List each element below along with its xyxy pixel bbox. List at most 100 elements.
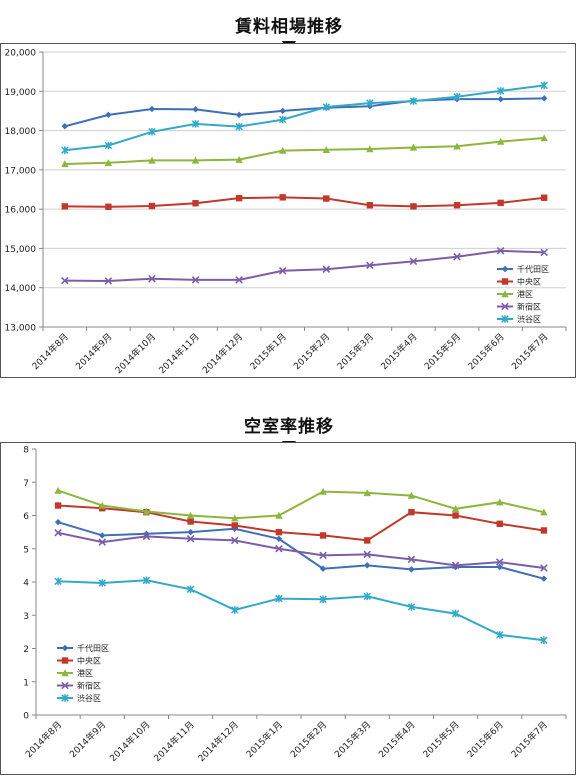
data-point xyxy=(61,146,69,155)
data-point xyxy=(278,115,287,124)
rent-chart-title: 賃料相場推移 xyxy=(235,17,343,37)
data-point xyxy=(98,538,107,546)
data-point xyxy=(279,107,286,115)
data-point xyxy=(61,203,68,210)
data-point xyxy=(142,576,151,585)
legend-marker xyxy=(501,315,509,323)
data-point xyxy=(496,87,505,95)
data-point xyxy=(148,127,156,136)
data-point xyxy=(409,257,418,266)
series-line xyxy=(64,196,545,208)
data-point xyxy=(319,595,327,604)
legend-marker xyxy=(61,644,69,652)
data-point xyxy=(363,489,371,497)
y-tick-label: 5 xyxy=(23,545,29,555)
data-point xyxy=(409,97,418,105)
data-point xyxy=(142,532,151,541)
data-point xyxy=(408,566,415,573)
data-point xyxy=(230,536,239,545)
legend-label: 中央区 xyxy=(517,277,541,287)
data-point xyxy=(322,103,331,111)
series-4 xyxy=(54,529,548,572)
series-line xyxy=(57,531,545,569)
legend-label: 新宿区 xyxy=(77,681,101,691)
data-point xyxy=(407,555,416,564)
data-point xyxy=(105,203,112,210)
data-point xyxy=(231,522,238,529)
data-point xyxy=(186,511,195,519)
data-point xyxy=(54,518,62,526)
data-point xyxy=(497,199,504,207)
legend-label: 新宿区 xyxy=(517,302,541,312)
y-tick-label: 15,000 xyxy=(5,245,37,255)
data-point xyxy=(451,505,460,513)
x-tick-label: 2014年8月 xyxy=(29,331,70,372)
data-point xyxy=(192,106,199,113)
legend-label: 中央区 xyxy=(77,656,101,666)
data-point xyxy=(61,276,69,285)
x-tick-label: 2015年1月 xyxy=(247,331,288,372)
series-line xyxy=(58,579,545,642)
vacancy-chart-title: 空室率推移 xyxy=(244,417,334,437)
y-tick-label: 2 xyxy=(23,645,29,655)
x-tick-label: 2015年5月 xyxy=(422,331,463,372)
data-point xyxy=(407,491,416,499)
data-point xyxy=(187,518,194,525)
vacancy-chart-panel: 0 1 2 3 4 5 6 7 8 2014年8月 2014年9月 2014年10月 2014年11月 2… xyxy=(0,442,576,775)
series-5 xyxy=(54,576,548,644)
data-point xyxy=(322,265,331,274)
legend-marker xyxy=(501,302,509,311)
x-tick-label: 2015年5月 xyxy=(420,719,461,760)
data-point xyxy=(496,520,503,528)
data-point xyxy=(142,507,151,515)
data-point xyxy=(54,529,62,537)
x-tick-label: 2015年4月 xyxy=(376,719,417,760)
legend-label: 渋谷区 xyxy=(77,693,101,703)
legend-label: 渋谷区 xyxy=(517,314,541,324)
series-line xyxy=(57,489,545,520)
data-point xyxy=(186,535,195,543)
data-point xyxy=(364,562,371,569)
y-tick-label: 16,000 xyxy=(5,206,37,216)
data-point xyxy=(541,194,548,201)
data-point xyxy=(148,105,156,113)
data-point xyxy=(275,544,283,553)
data-point xyxy=(323,195,330,202)
data-point xyxy=(364,537,371,544)
legend-marker xyxy=(61,657,69,664)
data-point xyxy=(54,486,62,494)
data-point xyxy=(453,202,461,209)
legend-label: 港区 xyxy=(517,289,533,299)
data-point xyxy=(453,142,461,150)
data-point xyxy=(319,487,327,495)
data-point xyxy=(278,267,287,275)
x-tick-label: 2015年6月 xyxy=(465,331,506,372)
data-point xyxy=(104,159,113,166)
data-point xyxy=(496,247,505,255)
data-point xyxy=(191,156,200,164)
data-point xyxy=(192,200,199,207)
data-point xyxy=(275,594,283,603)
data-point xyxy=(191,276,200,284)
legend-marker xyxy=(61,694,69,702)
data-point xyxy=(235,276,243,284)
data-point xyxy=(496,631,504,639)
y-tick-label: 6 xyxy=(23,512,29,522)
series-5 xyxy=(61,81,548,155)
x-tick-label: 2015年2月 xyxy=(291,331,332,372)
data-point xyxy=(231,514,239,522)
data-point xyxy=(410,203,417,210)
data-point xyxy=(148,156,156,164)
data-point xyxy=(495,558,504,566)
data-point xyxy=(363,550,372,559)
data-point xyxy=(409,143,418,151)
rent-chart-panel: 13,000 14,000 15,000 16,000 17,000 18,000 19,0… xyxy=(0,43,576,378)
data-point xyxy=(235,194,243,202)
legend-marker xyxy=(501,290,509,298)
data-point xyxy=(148,202,156,210)
data-point xyxy=(148,274,156,283)
legend-label: 港区 xyxy=(77,668,93,678)
data-point xyxy=(319,551,327,560)
